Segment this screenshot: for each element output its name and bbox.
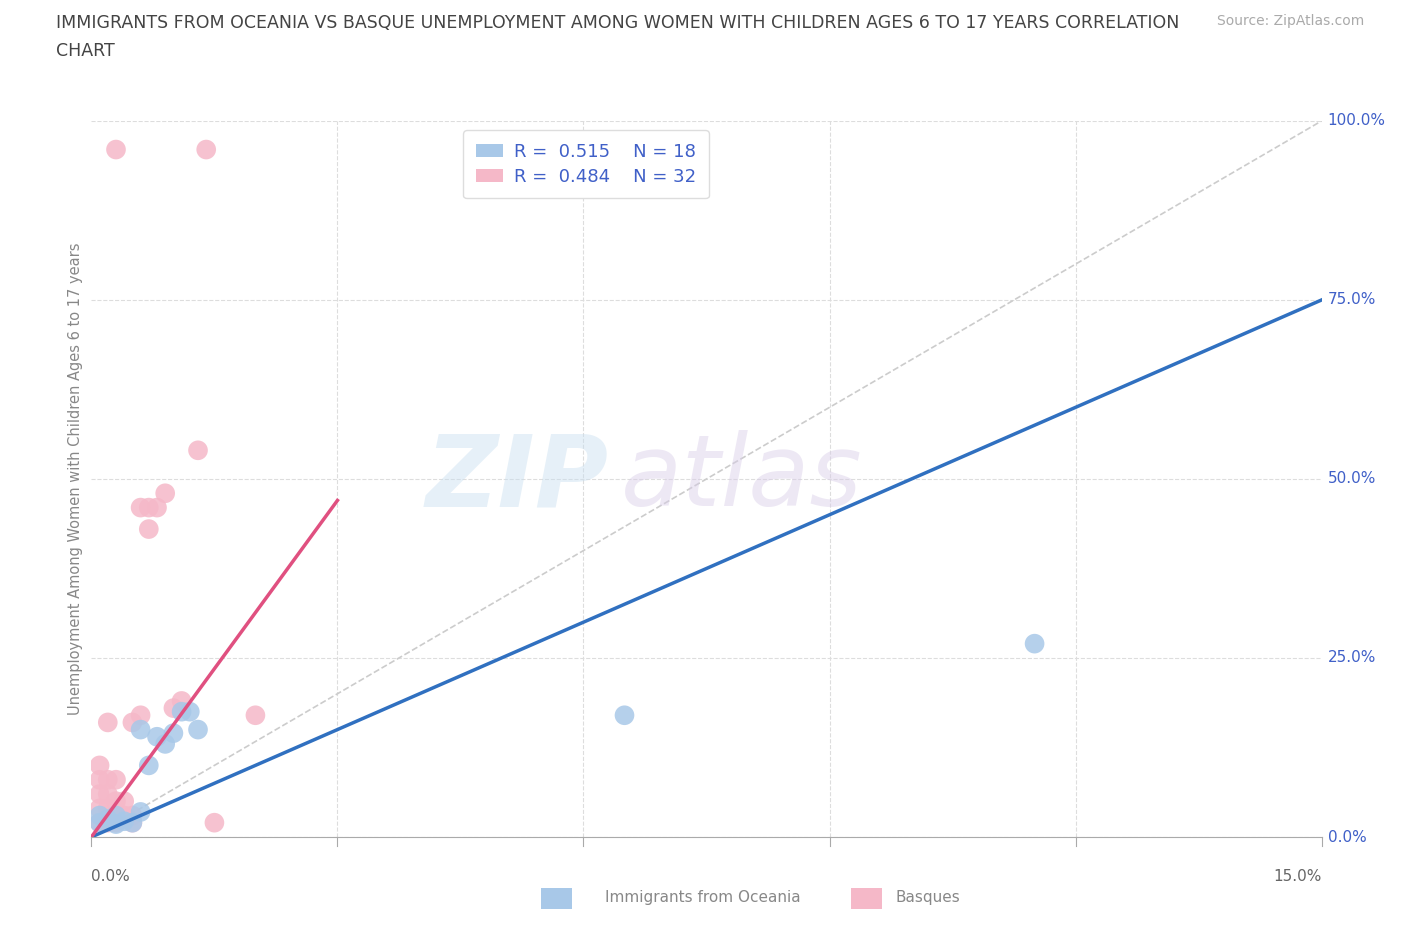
- Point: [89, 787, 111, 802]
- Point: [105, 808, 127, 823]
- Point: [129, 722, 152, 737]
- Text: ZIP: ZIP: [425, 431, 607, 527]
- Point: [195, 142, 218, 157]
- Point: [146, 500, 169, 515]
- Point: [112, 814, 135, 829]
- Point: [105, 794, 127, 809]
- Point: [105, 808, 127, 823]
- Point: [121, 715, 143, 730]
- Point: [138, 522, 160, 537]
- Point: [187, 722, 209, 737]
- Point: [138, 758, 160, 773]
- Point: [121, 808, 143, 823]
- Point: [138, 500, 160, 515]
- Text: Basques: Basques: [896, 890, 960, 905]
- Point: [129, 708, 152, 723]
- Point: [202, 816, 225, 830]
- Point: [89, 816, 111, 830]
- Point: [105, 817, 127, 831]
- Point: [613, 708, 636, 723]
- Point: [187, 443, 209, 458]
- Point: [121, 816, 143, 830]
- Text: IMMIGRANTS FROM OCEANIA VS BASQUE UNEMPLOYMENT AMONG WOMEN WITH CHILDREN AGES 6 : IMMIGRANTS FROM OCEANIA VS BASQUE UNEMPL…: [56, 14, 1180, 32]
- Point: [89, 772, 111, 787]
- Point: [162, 700, 184, 715]
- Point: [89, 758, 111, 773]
- Point: [112, 808, 135, 823]
- Point: [129, 500, 152, 515]
- Point: [162, 725, 184, 740]
- Text: CHART: CHART: [56, 42, 115, 60]
- Point: [105, 816, 127, 830]
- Point: [97, 816, 120, 830]
- Point: [97, 715, 120, 730]
- Point: [97, 801, 120, 816]
- Text: Immigrants from Oceania: Immigrants from Oceania: [605, 890, 801, 905]
- Text: Source: ZipAtlas.com: Source: ZipAtlas.com: [1216, 14, 1364, 28]
- Text: atlas: atlas: [620, 431, 862, 527]
- Point: [89, 808, 111, 823]
- Point: [170, 694, 193, 709]
- Legend: R =  0.515    N = 18, R =  0.484    N = 32: R = 0.515 N = 18, R = 0.484 N = 32: [464, 130, 709, 198]
- Text: 100.0%: 100.0%: [1327, 113, 1386, 128]
- Point: [121, 816, 143, 830]
- Text: 0.0%: 0.0%: [91, 870, 131, 884]
- Point: [245, 708, 267, 723]
- Point: [179, 704, 201, 719]
- Point: [153, 737, 177, 751]
- Point: [89, 816, 111, 830]
- Point: [129, 804, 152, 819]
- Text: 0.0%: 0.0%: [1327, 830, 1367, 844]
- Y-axis label: Unemployment Among Women with Children Ages 6 to 17 years: Unemployment Among Women with Children A…: [67, 243, 83, 715]
- Point: [105, 142, 127, 157]
- Text: 25.0%: 25.0%: [1327, 650, 1376, 666]
- Point: [97, 772, 120, 787]
- Point: [170, 704, 193, 719]
- Point: [146, 729, 169, 744]
- Point: [153, 485, 177, 500]
- Text: 75.0%: 75.0%: [1327, 292, 1376, 308]
- Point: [1024, 636, 1046, 651]
- Text: 50.0%: 50.0%: [1327, 472, 1376, 486]
- Point: [89, 801, 111, 816]
- Point: [105, 772, 127, 787]
- Point: [97, 812, 120, 827]
- Point: [112, 794, 135, 809]
- Text: 15.0%: 15.0%: [1274, 870, 1322, 884]
- Point: [97, 787, 120, 802]
